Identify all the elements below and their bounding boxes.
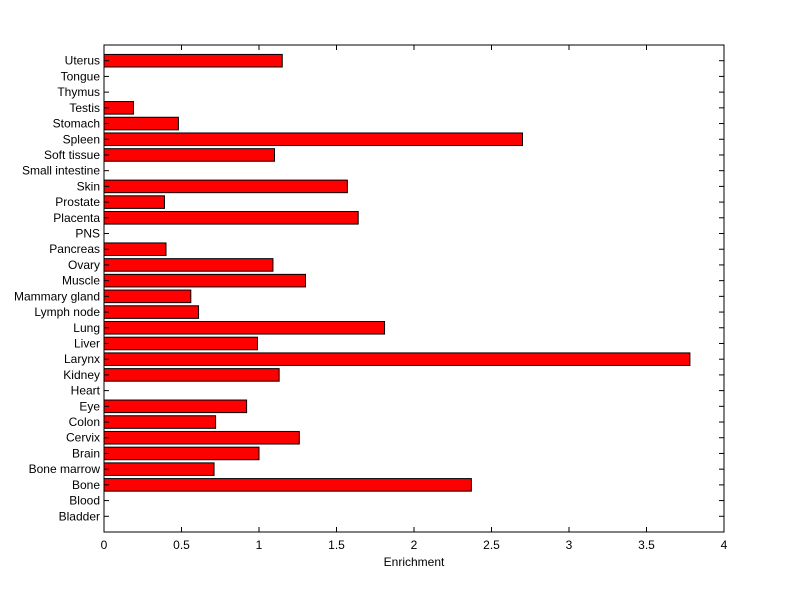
y-tick-label-eye: Eye (79, 399, 100, 413)
bar-liver (103, 336, 258, 351)
x-tick-label: 3.5 (638, 538, 655, 552)
bar-placenta (103, 211, 359, 225)
x-tick-label: 4 (721, 538, 728, 552)
bar-lung (103, 320, 386, 335)
y-tick-label-uterus: Uterus (65, 54, 100, 68)
y-tick-label-spleen: Spleen (63, 132, 100, 146)
bar-spleen (103, 132, 523, 147)
y-tick-label-mammary-gland: Mammary gland (14, 289, 100, 303)
x-tick-label: 2 (411, 538, 418, 552)
y-tick-label-placenta: Placenta (53, 211, 100, 225)
x-tick-label: 1.5 (328, 538, 345, 552)
x-tick-label: 0 (101, 538, 108, 552)
bar-larynx (103, 352, 691, 366)
x-tick-label: 2.5 (483, 538, 500, 552)
y-tick-label-thymus: Thymus (57, 85, 100, 99)
y-tick-label-bone-marrow: Bone marrow (29, 462, 101, 476)
bar-bone-marrow (103, 462, 215, 476)
bar-uterus (103, 53, 283, 68)
y-tick-label-brain: Brain (72, 446, 100, 460)
y-tick-label-pancreas: Pancreas (49, 242, 100, 256)
y-tick-label-stomach: Stomach (53, 117, 100, 131)
y-tick-label-tongue: Tongue (61, 69, 101, 83)
bar-brain (103, 446, 260, 461)
bar-ovary (103, 258, 274, 272)
bar-mammary-gland (103, 289, 192, 304)
ticks-group (103, 45, 725, 532)
bar-prostate (103, 195, 165, 209)
y-tick-label-colon: Colon (69, 415, 100, 429)
y-tick-label-bone: Bone (72, 478, 100, 492)
y-tick-label-small-intestine: Small intestine (22, 164, 100, 178)
y-tick-label-ovary: Ovary (68, 258, 100, 272)
y-tick-label-muscle: Muscle (62, 274, 100, 288)
bar-stomach (103, 116, 179, 131)
y-tick-label-blood: Blood (69, 494, 100, 508)
bar-soft-tissue (103, 148, 275, 162)
y-tick-label-pns: PNS (75, 227, 100, 241)
x-tick-label: 0.5 (173, 538, 190, 552)
bar-skin (103, 179, 348, 194)
x-tick-label: 1 (256, 538, 263, 552)
bar-eye (103, 399, 248, 414)
y-tick-label-skin: Skin (77, 179, 100, 193)
bar-bone (103, 478, 472, 492)
y-tick-label-testis: Testis (69, 101, 100, 115)
bar-colon (103, 415, 217, 429)
y-tick-label-bladder: Bladder (59, 509, 100, 523)
y-tick-label-soft-tissue: Soft tissue (44, 148, 100, 162)
y-tick-label-lung: Lung (73, 321, 100, 335)
x-axis-title: Enrichment (384, 555, 445, 569)
y-tick-label-heart: Heart (71, 384, 101, 398)
y-tick-label-larynx: Larynx (64, 352, 100, 366)
bar-muscle (103, 273, 306, 288)
y-tick-label-kidney: Kidney (63, 368, 100, 382)
bar-cervix (103, 430, 300, 445)
y-tick-label-lymph-node: Lymph node (34, 305, 100, 319)
y-tick-label-liver: Liver (74, 336, 100, 350)
y-tick-label-cervix: Cervix (66, 431, 100, 445)
bars-group (103, 53, 691, 492)
y-tick-label-prostate: Prostate (55, 195, 100, 209)
bar-pancreas (103, 242, 167, 257)
bar-lymph-node (103, 305, 200, 319)
bar-kidney (103, 368, 280, 382)
x-tick-label: 3 (566, 538, 573, 552)
